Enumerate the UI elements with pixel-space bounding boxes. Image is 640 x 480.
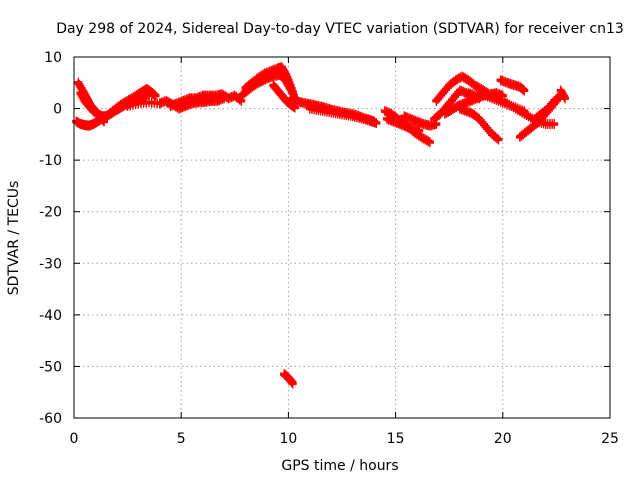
series-track-20: [477, 88, 529, 117]
x-tick-label: 20: [494, 431, 512, 447]
data-point: [288, 380, 297, 389]
series-track-8: [241, 62, 299, 104]
y-axis-label: SDTVAR / TECUs: [6, 181, 22, 296]
series-track-13: [383, 113, 424, 136]
series-track-25: [280, 369, 297, 389]
x-tick-label: 5: [177, 431, 186, 447]
data-point: [372, 120, 381, 129]
series-track-6: [166, 89, 246, 111]
data-point: [415, 127, 424, 136]
x-axis-label: GPS time / hours: [281, 458, 398, 474]
y-tick-label: 10: [44, 50, 62, 66]
x-tick-labels: 0 5 10 15 20 25: [70, 431, 619, 447]
series-track-24: [556, 85, 569, 104]
chart-title: Day 298 of 2024, Sidereal Day-to-day VTE…: [56, 21, 624, 37]
data-point: [425, 139, 434, 148]
data-point: [494, 136, 503, 145]
data-point: [560, 95, 569, 104]
y-tick-label: -30: [39, 256, 62, 272]
data-point: [290, 104, 299, 113]
data-point: [520, 108, 529, 117]
x-tick-label: 10: [279, 431, 297, 447]
x-tick-label: 0: [70, 431, 79, 447]
y-tick-label: -40: [39, 308, 62, 324]
series-track-21: [496, 75, 529, 96]
y-tick-labels: 10 0 -10 -20 -30 -40 -50 -60: [39, 50, 62, 427]
axis-ticks: [73, 56, 611, 419]
x-tick-label: 15: [387, 431, 405, 447]
y-tick-label: -50: [39, 359, 62, 375]
data-point: [520, 87, 529, 96]
y-tick-label: -20: [39, 205, 62, 221]
y-tick-label: -10: [39, 153, 62, 169]
data-point: [550, 121, 559, 130]
series-track-14: [400, 111, 441, 131]
data-point: [151, 92, 160, 101]
y-tick-label: -60: [39, 411, 62, 427]
data-markers: [72, 62, 569, 389]
plot-frame: [73, 56, 611, 419]
x-tick-label: 25: [601, 431, 619, 447]
series-track-18: [455, 103, 503, 145]
series-track-4: [102, 83, 160, 122]
y-tick-label: 0: [53, 102, 62, 118]
series-track-11: [305, 103, 381, 129]
